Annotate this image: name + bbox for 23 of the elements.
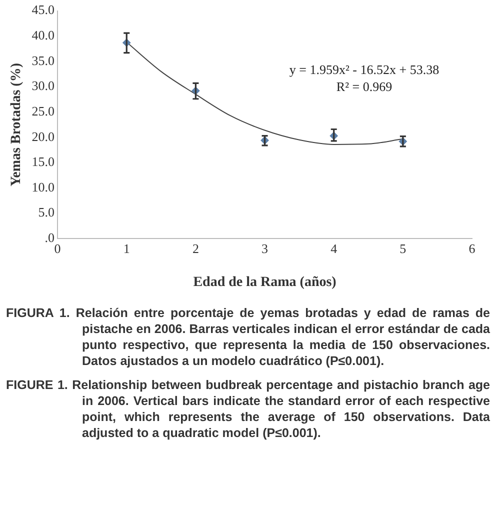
y-axis-title: Yemas Brotadas (%) — [9, 62, 24, 186]
caption: FIGURE 1. Relationship between budbreak percentage and pistachio branch age in 2006. Vertical bars indicate the standard error of each respective point, which represents the average of 150 observations. Data adjusted to a quadratic model (P≤0.001). — [6, 377, 490, 441]
x-tick-label: 6 — [468, 240, 476, 256]
y-tick-label: 25.0 — [32, 103, 55, 118]
y-tick-label: .0 — [44, 230, 55, 246]
y-tick-label: 5.0 — [38, 204, 55, 220]
annotation: y = 1.959x² - 16.52x + 53.38 — [289, 62, 440, 77]
y-tick-label: 35.0 — [32, 52, 55, 68]
y-tick-label: 45.0 — [32, 2, 55, 18]
text: FIGURA 1. Relación entre porcentaje de yemas brotadas y edad de ramas de pistache en 2006. Barras verticales indican el error estándar de cada punto respectivo, que representa la media de 150 observaciones. Datos ajustados a un modelo cuadrático (P≤0.001). — [6, 305, 490, 369]
y-tick-label: 10.0 — [32, 179, 55, 194]
y-tick-label: 40.0 — [32, 28, 55, 43]
y-tick-label: 15.0 — [32, 154, 55, 170]
x-tick-label: 0 — [54, 240, 61, 256]
x-tick-label: 5 — [400, 240, 406, 256]
x-tick-label: 3 — [262, 240, 268, 256]
annotation: R² = 0.969 — [336, 78, 392, 94]
x-tick-label: 4 — [330, 240, 338, 256]
x-tick-label: 2 — [192, 240, 199, 256]
x-axis-title: Edad de la Rama (años) — [193, 275, 337, 290]
y-tick-label: 30.0 — [32, 78, 55, 94]
y-tick-label: 20.0 — [32, 128, 55, 144]
x-tick-label: 1 — [123, 240, 130, 256]
